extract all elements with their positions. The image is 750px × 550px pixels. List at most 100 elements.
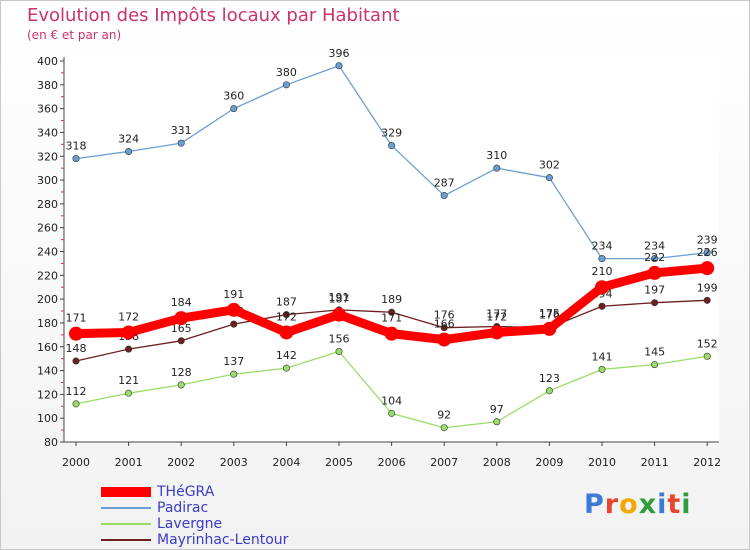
point-mayrinhac-lentour-2004 xyxy=(282,311,290,319)
data-label-th-gra-2012: 226 xyxy=(697,246,718,259)
legend-swatch-mayrinhac-lentour xyxy=(101,539,151,541)
point-padirac-2007 xyxy=(440,192,448,200)
data-label-lavergne-2007: 92 xyxy=(437,409,451,422)
legend: THéGRA Padirac Lavergne Mayrinhac-Lentou… xyxy=(101,484,361,549)
logo-letter-4: i xyxy=(657,489,668,520)
legend-label-padirac: Padirac xyxy=(157,500,209,516)
point-mayrinhac-lentour-2002 xyxy=(177,337,185,345)
logo-letter-0: P xyxy=(584,489,605,520)
point-lavergne-2006 xyxy=(388,409,396,417)
point-padirac-2010 xyxy=(598,255,606,263)
point-th-gra-2002 xyxy=(174,311,189,326)
legend-item-lavergne: Lavergne xyxy=(101,516,361,533)
point-padirac-2000 xyxy=(72,155,80,163)
chart-subtitle: (en € et par an) xyxy=(27,28,122,42)
y-tick-label-340: 340 xyxy=(37,126,58,139)
point-mayrinhac-lentour-2001 xyxy=(125,345,133,353)
point-lavergne-2011 xyxy=(651,361,659,369)
point-lavergne-2012 xyxy=(703,352,711,360)
point-lavergne-2010 xyxy=(598,365,606,373)
data-label-padirac-2008: 310 xyxy=(486,149,507,162)
plot-area xyxy=(64,57,719,442)
point-th-gra-2009 xyxy=(542,321,557,336)
data-label-lavergne-2009: 123 xyxy=(539,372,560,385)
y-tick-label-80: 80 xyxy=(44,436,58,449)
data-label-mayrinhac-lentour-2002: 165 xyxy=(171,322,192,335)
data-label-mayrinhac-lentour-2006: 189 xyxy=(381,293,402,306)
data-label-padirac-2006: 329 xyxy=(381,127,402,140)
point-padirac-2008 xyxy=(493,164,501,172)
point-th-gra-2003 xyxy=(226,302,241,317)
data-label-lavergne-2008: 97 xyxy=(490,403,504,416)
point-th-gra-2012 xyxy=(700,261,715,276)
x-tick-label-2005: 2005 xyxy=(325,456,353,469)
x-tick-label-2008: 2008 xyxy=(483,456,511,469)
point-padirac-2003 xyxy=(230,105,238,113)
data-label-padirac-2011: 234 xyxy=(644,240,665,253)
point-padirac-2001 xyxy=(125,147,133,155)
point-padirac-2009 xyxy=(545,174,553,182)
point-padirac-2006 xyxy=(388,142,396,150)
data-label-th-gra-2005: 187 xyxy=(329,293,350,306)
x-tick-label-2002: 2002 xyxy=(167,456,195,469)
data-label-th-gra-2009: 175 xyxy=(539,307,560,320)
point-padirac-2012 xyxy=(703,249,711,257)
y-tick-label-240: 240 xyxy=(37,246,58,259)
data-label-padirac-2005: 396 xyxy=(329,47,350,60)
data-label-lavergne-2005: 156 xyxy=(329,333,350,346)
data-label-th-gra-2008: 172 xyxy=(486,310,507,323)
y-tick-label-320: 320 xyxy=(37,150,58,163)
x-tick-label-2003: 2003 xyxy=(220,456,248,469)
y-tick-label-360: 360 xyxy=(37,103,58,116)
y-tick-label-140: 140 xyxy=(37,365,58,378)
point-th-gra-2008 xyxy=(489,325,504,340)
y-tick-label-280: 280 xyxy=(37,198,58,211)
y-tick-label-100: 100 xyxy=(37,412,58,425)
y-tick-label-180: 180 xyxy=(37,317,58,330)
point-mayrinhac-lentour-2012 xyxy=(703,296,711,304)
point-lavergne-2001 xyxy=(125,389,133,397)
legend-label-lavergne: Lavergne xyxy=(157,516,223,532)
legend-swatch-lavergne xyxy=(101,523,151,525)
point-mayrinhac-lentour-2011 xyxy=(651,299,659,307)
point-th-gra-2001 xyxy=(121,325,136,340)
point-lavergne-2008 xyxy=(493,418,501,426)
data-label-mayrinhac-lentour-2000: 148 xyxy=(66,342,87,355)
point-padirac-2004 xyxy=(282,81,290,89)
data-label-lavergne-2004: 142 xyxy=(276,349,297,362)
point-padirac-2005 xyxy=(335,62,343,70)
data-label-mayrinhac-lentour-2008: 177 xyxy=(486,308,507,321)
point-lavergne-2004 xyxy=(282,364,290,372)
point-th-gra-2004 xyxy=(279,325,294,340)
point-lavergne-2003 xyxy=(230,370,238,378)
data-label-padirac-2004: 380 xyxy=(276,66,297,79)
data-label-lavergne-2006: 104 xyxy=(381,394,402,407)
y-tick-label-160: 160 xyxy=(37,341,58,354)
point-lavergne-2002 xyxy=(177,381,185,389)
data-label-mayrinhac-lentour-2007: 176 xyxy=(434,309,455,322)
x-tick-label-2004: 2004 xyxy=(272,456,300,469)
proxiti-logo: Proxiti xyxy=(584,489,692,520)
data-label-mayrinhac-lentour-2011: 197 xyxy=(644,284,665,297)
data-label-lavergne-2001: 121 xyxy=(118,374,139,387)
data-label-th-gra-2001: 172 xyxy=(118,310,139,323)
data-label-th-gra-2003: 191 xyxy=(223,288,244,301)
data-label-th-gra-2007: 166 xyxy=(434,318,455,331)
data-label-padirac-2000: 318 xyxy=(66,140,87,153)
data-label-lavergne-2012: 152 xyxy=(697,337,718,350)
x-tick-label-2011: 2011 xyxy=(641,456,669,469)
data-label-padirac-2009: 302 xyxy=(539,159,560,172)
point-mayrinhac-lentour-2010 xyxy=(598,302,606,310)
point-lavergne-2005 xyxy=(335,348,343,356)
data-label-mayrinhac-lentour-2005: 191 xyxy=(329,291,350,304)
data-label-padirac-2007: 287 xyxy=(434,177,455,190)
x-tick-label-2010: 2010 xyxy=(588,456,616,469)
point-th-gra-2005 xyxy=(332,307,346,322)
data-label-mayrinhac-lentour-2012: 199 xyxy=(697,281,718,294)
data-label-padirac-2003: 360 xyxy=(223,90,244,103)
point-th-gra-2006 xyxy=(384,326,399,341)
data-label-padirac-2002: 331 xyxy=(171,124,192,137)
legend-swatch-thegra xyxy=(101,487,151,497)
data-label-padirac-2010: 234 xyxy=(592,240,613,253)
